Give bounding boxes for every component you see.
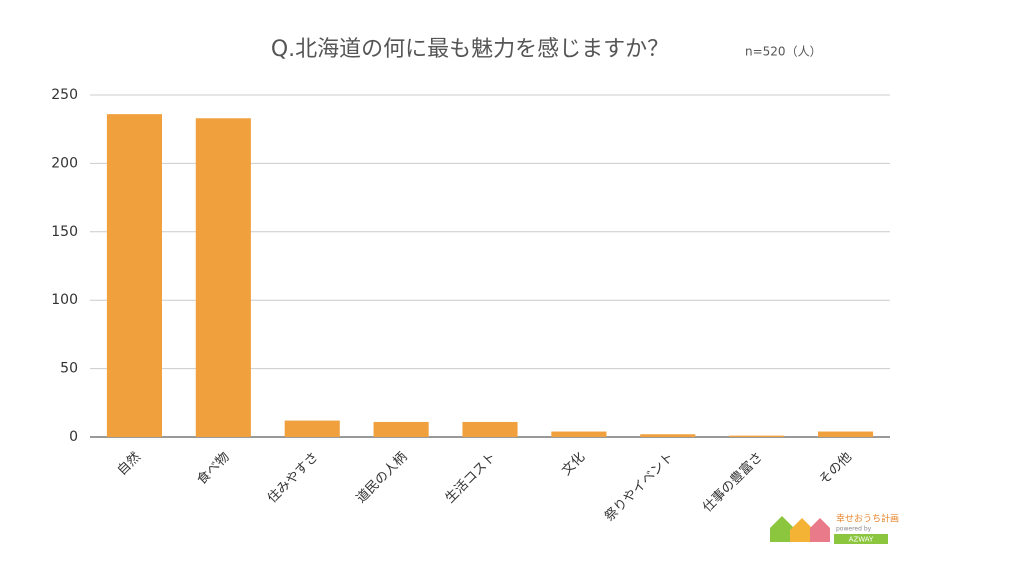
bar	[284, 420, 340, 437]
chart-subtitle: n=520（人）	[745, 45, 822, 59]
x-tick-label: 生活コスト	[443, 450, 500, 507]
bar	[373, 421, 429, 437]
y-tick-label: 250	[51, 87, 78, 103]
x-tick-label: 食べ物	[194, 449, 233, 488]
bar	[729, 435, 785, 437]
x-tick-label: 自然	[114, 449, 144, 479]
x-tick-label: 祭りやイベント	[602, 450, 677, 525]
bar	[640, 434, 696, 437]
x-tick-label: その他	[817, 450, 855, 488]
bar	[106, 114, 162, 437]
logo: 幸せおうち計画 powered by AZWAY	[770, 513, 899, 544]
bar	[818, 431, 874, 437]
x-tick-label: 道民の人柄	[354, 450, 411, 507]
logo-house	[790, 518, 814, 542]
y-tick-label: 0	[69, 429, 78, 445]
logo-brand: AZWAY	[849, 536, 874, 544]
bar	[195, 118, 251, 438]
bar	[462, 421, 518, 437]
x-tick-label: 文化	[559, 450, 588, 479]
x-tick-label: 仕事の豊富さ	[699, 449, 765, 515]
logo-house	[770, 516, 794, 542]
bar	[551, 431, 607, 437]
y-tick-label: 150	[51, 224, 78, 240]
chart-title: Q.北海道の何に最も魅力を感じますか？	[271, 37, 669, 62]
y-tick-label: 200	[51, 155, 78, 171]
logo-house	[810, 518, 830, 542]
logo-badge	[834, 534, 888, 544]
x-tick-label: 住みやすさ	[265, 450, 322, 507]
logo-name: 幸せおうち計画	[836, 513, 899, 525]
y-tick-label: 100	[51, 292, 78, 308]
y-tick-label: 50	[60, 361, 78, 377]
logo-tagline: powered by	[836, 526, 872, 533]
